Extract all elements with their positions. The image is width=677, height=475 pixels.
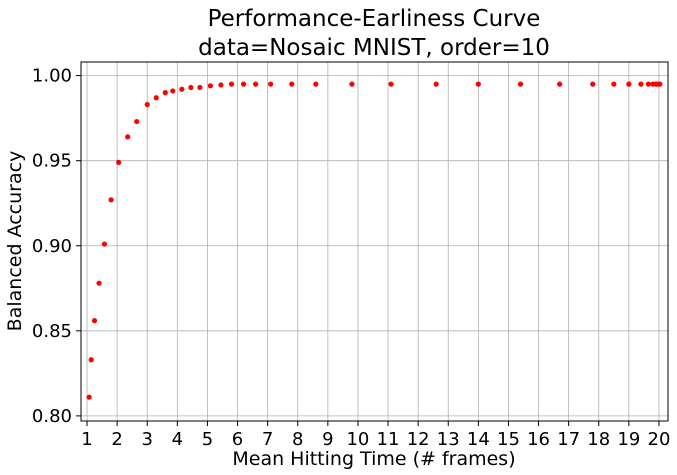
data-point [207, 83, 214, 89]
x-tick-label: 15 [497, 429, 520, 450]
chart-title-line-1: Performance-Earliness Curve [208, 6, 541, 32]
x-tick-label: 14 [467, 429, 490, 450]
axis-ticks: 1 2 3 4 5 6 7 8 9 10 11 12 13 14 15 16 17 18 19 200.800.850… [32, 66, 671, 450]
data-point [657, 81, 663, 87]
x-tick-label: 16 [527, 429, 550, 450]
data-point [86, 394, 92, 400]
data-point [268, 81, 274, 87]
data-point [88, 357, 94, 363]
data-point [252, 81, 259, 87]
x-tick-label: 9 [322, 429, 333, 450]
data-point [638, 81, 644, 87]
y-tick-label: 0.80 [32, 406, 72, 427]
data-point [134, 118, 140, 125]
x-tick-label: 1 [81, 429, 92, 450]
x-tick-label: 13 [437, 429, 460, 450]
x-tick-label: 11 [377, 429, 400, 450]
x-tick-label: 18 [587, 429, 610, 450]
data-point [162, 90, 168, 96]
x-tick-label: 17 [557, 429, 580, 450]
x-tick-label: 5 [202, 429, 213, 450]
data-point [388, 81, 394, 87]
x-tick-label: 3 [141, 429, 152, 450]
data-point [101, 241, 108, 247]
data-point [313, 81, 319, 87]
data-point [349, 81, 355, 87]
data-point [91, 318, 98, 324]
data-point [611, 81, 617, 87]
data-point [125, 134, 131, 140]
data-point [240, 81, 247, 87]
x-axis-label: Mean Hitting Time (# frames) [232, 448, 515, 470]
grid [81, 62, 668, 421]
y-tick-label: 1.00 [32, 66, 72, 87]
data-point [557, 81, 563, 87]
data-point [289, 81, 295, 87]
x-tick-label: 20 [648, 429, 671, 450]
x-tick-label: 4 [172, 429, 183, 450]
y-tick-label: 0.85 [32, 321, 72, 342]
data-point [517, 81, 524, 87]
data-point [153, 95, 159, 101]
x-tick-label: 8 [292, 429, 303, 450]
data-point [626, 81, 632, 87]
data-point [144, 101, 150, 108]
x-tick-label: 12 [407, 429, 430, 450]
data-point [108, 197, 114, 203]
chart-title-line-2: data=Nosaic MNIST, order=10 [198, 35, 550, 61]
data-point [170, 88, 176, 94]
data-point [96, 280, 102, 286]
data-point [475, 81, 481, 87]
data-point [590, 81, 596, 87]
plot-frame [80, 61, 669, 422]
data-points [86, 81, 663, 400]
data-point [228, 81, 235, 87]
data-point [218, 82, 224, 88]
y-tick-label: 0.95 [32, 151, 72, 172]
x-tick-label: 6 [232, 429, 243, 450]
data-point [116, 159, 122, 165]
y-tick-label: 0.90 [32, 236, 72, 257]
x-tick-label: 7 [262, 429, 273, 450]
x-tick-label: 2 [111, 429, 122, 450]
x-tick-label: 10 [346, 429, 369, 450]
data-point [179, 86, 185, 92]
x-tick-label: 19 [617, 429, 640, 450]
data-point [188, 84, 194, 91]
y-axis-label: Balanced Accuracy [4, 151, 26, 332]
data-point [197, 84, 203, 91]
data-point [433, 81, 439, 87]
data-point [645, 81, 652, 87]
